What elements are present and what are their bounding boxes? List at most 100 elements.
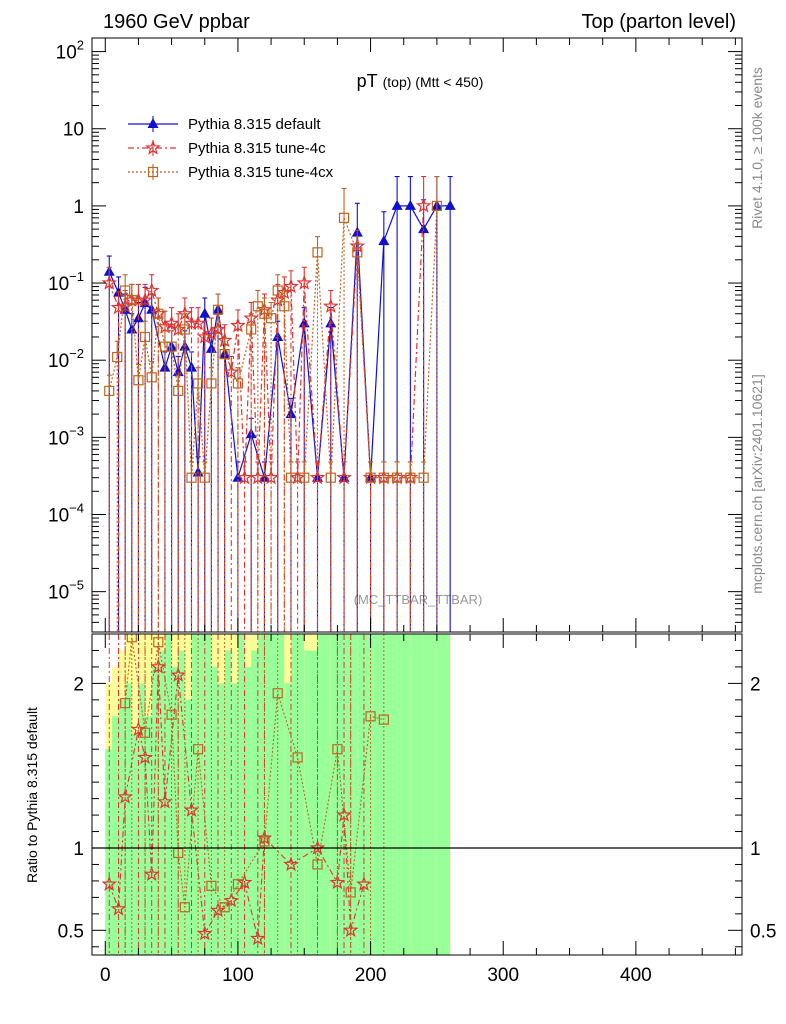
data-point [252, 301, 263, 312]
ratio-point [219, 902, 230, 913]
ratio-y-tick-label-right: 1 [750, 839, 761, 860]
band-green-bin [111, 716, 119, 955]
ratio-point [272, 688, 283, 699]
data-point [199, 307, 211, 318]
ratio-point [110, 900, 127, 916]
data-point [219, 348, 230, 360]
ratio-point [157, 793, 173, 809]
legend-entry: Pythia 8.315 tune-4c [128, 139, 326, 157]
data-point [336, 469, 352, 485]
band-green-bin [436, 634, 451, 955]
y-tick-base: 10 [63, 120, 84, 141]
data-point [265, 313, 277, 324]
band-green-bin [251, 650, 258, 955]
y-tick-exp: −5 [69, 578, 84, 593]
main-title-sub: (top) (Mtt < 450) [383, 74, 484, 90]
y-tick-label: 10 [63, 120, 84, 141]
ratio-point [101, 875, 118, 891]
y-tick-exp: −3 [69, 423, 84, 438]
data-point [137, 291, 153, 307]
data-point [296, 274, 313, 290]
data-point [299, 472, 310, 483]
data-point [170, 321, 187, 337]
ratio-point [166, 709, 177, 720]
band-green-bin [138, 683, 146, 955]
y-tick-label: 10−1 [48, 269, 84, 295]
data-point [444, 199, 456, 210]
ratio-point [365, 711, 376, 722]
band-green-bin [264, 634, 272, 955]
data-point [173, 385, 184, 397]
data-point [104, 385, 115, 397]
data-point [143, 282, 160, 298]
ratio-point [356, 875, 372, 891]
ratio-point [206, 880, 217, 891]
data-point [285, 472, 297, 483]
data-point [196, 328, 213, 344]
ratio-point [223, 892, 240, 908]
band-green-bin [290, 634, 298, 955]
band-green-bin [211, 666, 219, 955]
main-frame [91, 37, 743, 633]
y-tick-exp: −2 [69, 346, 84, 361]
data-point [112, 351, 123, 363]
main-plot: pT (top) (Mtt < 450) (MC_TTBAR_TTBAR) 102… [48, 37, 743, 633]
data-point [246, 324, 257, 335]
band-green-bin [271, 634, 278, 955]
data-point [325, 472, 336, 483]
ratio-point [126, 634, 137, 643]
ratio-point [210, 902, 226, 918]
data-point [322, 298, 339, 313]
ratio-point [342, 922, 359, 938]
data-point [378, 235, 390, 246]
y-tick-base: 10 [56, 43, 77, 64]
data-point [392, 472, 403, 483]
band-green-bin [118, 699, 126, 955]
ratio-point [143, 866, 160, 882]
ratio-point [312, 859, 323, 870]
y-tick-label: 102 [56, 38, 84, 64]
data-point [210, 321, 226, 337]
data-point [206, 378, 217, 389]
data-point [232, 378, 244, 389]
x-tick-label: 400 [620, 965, 652, 986]
band-green-bin [297, 634, 305, 955]
ratio-point [329, 874, 346, 890]
data-point [404, 199, 416, 210]
data-point [415, 197, 432, 213]
band-green-bin [237, 634, 245, 955]
ratio-y-tick-label: 2 [73, 674, 84, 695]
data-point [230, 317, 246, 333]
band-green-bin [244, 666, 252, 955]
band-green-bin [151, 666, 159, 955]
band-green-bin [257, 634, 265, 955]
main-title: pT (top) (Mtt < 450) [357, 71, 484, 91]
data-point [126, 295, 137, 306]
ratio-line [124, 637, 384, 909]
data-point [223, 363, 240, 379]
ratio-y-tick-label-right: 2 [750, 674, 761, 695]
ratio-point [332, 744, 343, 755]
x-tick-label: 0 [100, 965, 111, 986]
ratio-point [183, 801, 200, 817]
y-tick-exp: −1 [69, 269, 84, 284]
data-point [193, 378, 204, 389]
ratio-point [139, 727, 151, 738]
band-green-bin [125, 683, 132, 955]
data-point [133, 375, 144, 386]
legend-marker [147, 118, 159, 128]
data-point [365, 472, 376, 483]
ratio-y-tick-label: 1 [73, 839, 84, 860]
y-tick-label: 10−4 [48, 501, 84, 527]
band-green-bin [231, 683, 238, 955]
y-tick-label: 1 [73, 197, 84, 218]
ratio-axes: 0.5 0.5 1 1 2 2 0 100 200 300 400 [58, 633, 776, 986]
ratio-series-tune-4cx [120, 634, 389, 955]
ratio-y-tick-label-right: 0.5 [750, 921, 776, 942]
x-tick-label: 100 [222, 965, 254, 986]
band-green-bin [370, 634, 384, 955]
data-point [153, 308, 164, 319]
band-green-bin [164, 634, 172, 955]
ratio-point [130, 721, 147, 737]
